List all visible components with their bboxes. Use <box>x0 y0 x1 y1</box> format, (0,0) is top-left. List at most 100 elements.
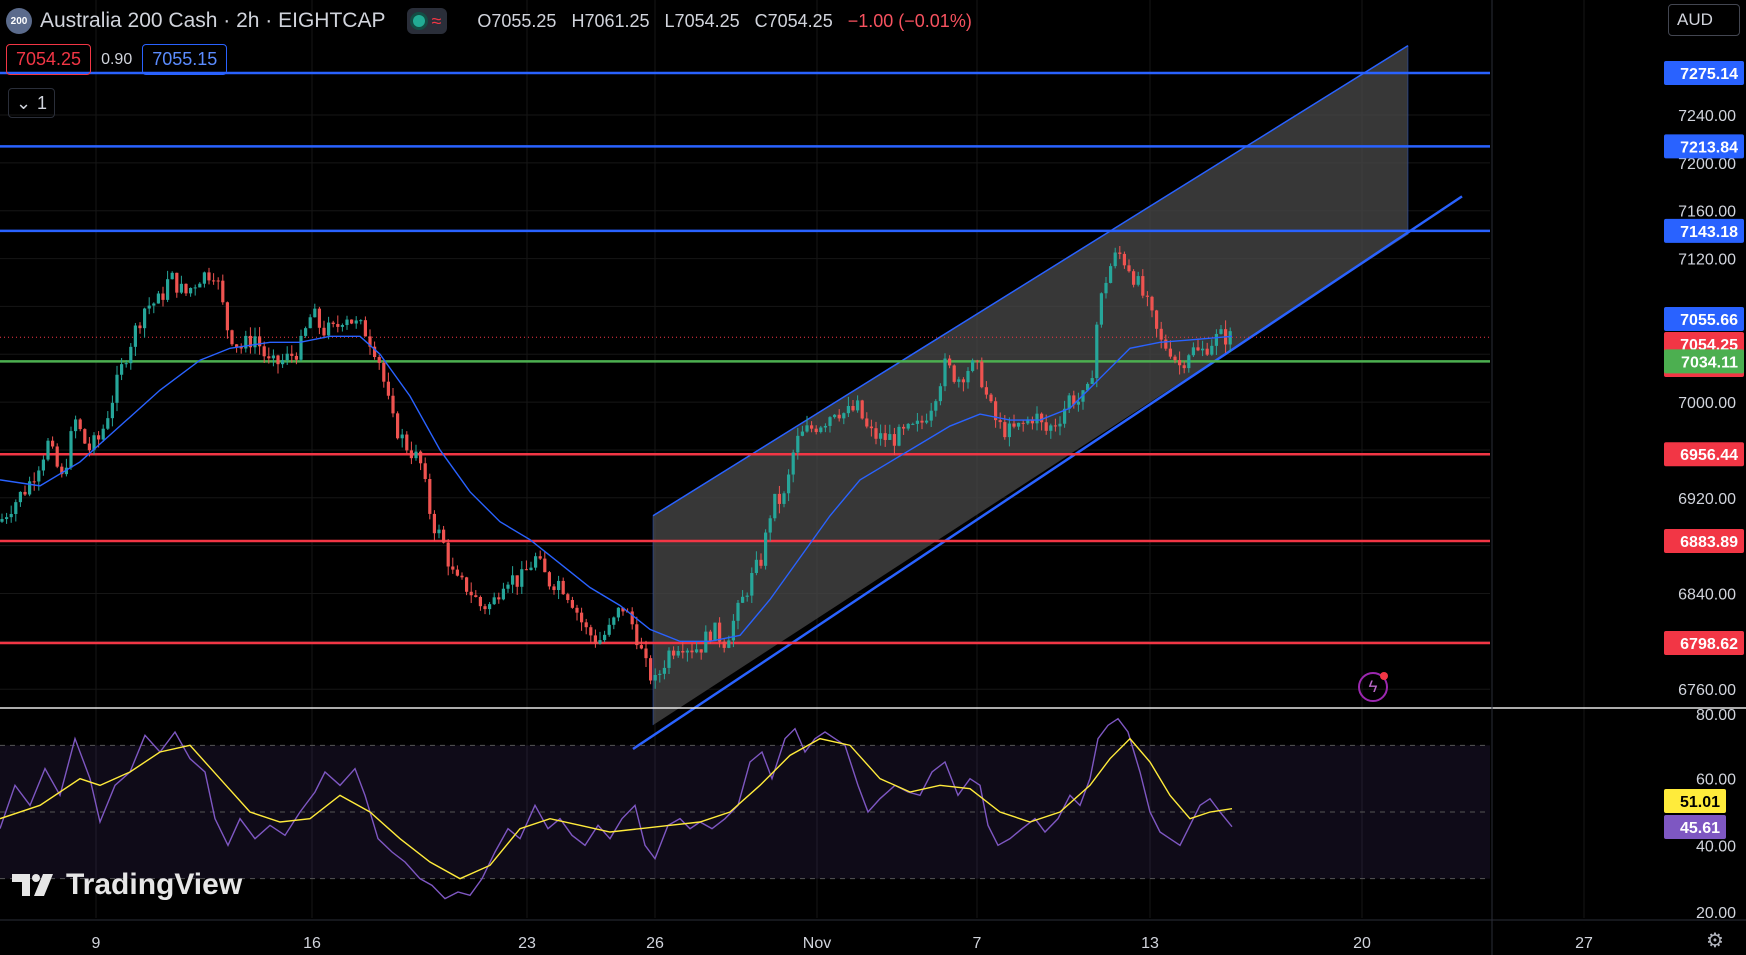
candle <box>143 307 147 338</box>
candle-body <box>248 335 252 348</box>
candle <box>1007 417 1011 447</box>
candle-body <box>888 434 892 440</box>
candle-body <box>133 325 137 347</box>
indicator-collapse-button[interactable]: ⌄ 1 <box>8 88 55 118</box>
candle <box>570 596 574 609</box>
candle <box>681 641 685 659</box>
candle-body <box>1003 422 1007 438</box>
candle <box>276 354 280 374</box>
candle-body <box>1104 282 1108 294</box>
candle <box>938 383 942 406</box>
price-tag: 6883.89 <box>1664 529 1744 554</box>
candle-body <box>235 344 239 347</box>
candle <box>902 424 906 435</box>
settings-gear-icon[interactable]: ⚙ <box>1706 930 1724 952</box>
candle <box>612 616 616 630</box>
candle-body <box>524 569 528 571</box>
candle-body <box>166 279 170 300</box>
price-tag-label: 7275.14 <box>1680 66 1738 83</box>
candle-body <box>5 517 9 520</box>
candle-body <box>644 648 648 659</box>
candle-body <box>593 635 597 644</box>
candle <box>920 415 924 430</box>
candle <box>313 303 317 318</box>
candle-body <box>598 640 602 644</box>
candle <box>759 553 763 569</box>
candle-body <box>414 451 418 459</box>
candle <box>336 315 340 333</box>
candle-body <box>64 467 68 475</box>
candle-body <box>658 673 662 675</box>
candle-body <box>612 617 616 625</box>
candle-body <box>819 427 823 433</box>
candle-body <box>230 330 234 345</box>
candle <box>133 322 137 356</box>
candle <box>667 647 671 674</box>
candle <box>593 629 597 648</box>
candle <box>465 576 469 596</box>
candle <box>713 622 717 642</box>
candle-body <box>1219 329 1223 334</box>
candle-body <box>405 434 409 451</box>
candle-body <box>1021 422 1025 424</box>
candle-body <box>538 556 542 559</box>
sell-button[interactable]: 7054.25 <box>6 44 92 75</box>
candle <box>248 327 252 354</box>
buy-button[interactable]: 7055.15 <box>142 44 228 75</box>
candle <box>106 411 110 430</box>
candle <box>198 282 202 288</box>
candle <box>1104 277 1108 299</box>
candle <box>166 270 170 303</box>
tradingview-logo[interactable]: TradingView <box>12 868 242 902</box>
candle-body <box>216 280 220 282</box>
candle-body <box>856 400 860 411</box>
close-value: C7054.25 <box>754 10 833 31</box>
candle <box>883 424 887 447</box>
candle <box>695 641 699 654</box>
tv-mark-icon <box>12 874 53 896</box>
candle-body <box>860 400 864 419</box>
candle-body <box>483 606 487 610</box>
candle-body <box>492 597 496 605</box>
candle-body <box>621 607 625 612</box>
candle-body <box>639 645 643 649</box>
candle-body <box>432 513 436 534</box>
lightning-icon[interactable]: ϟ <box>1358 672 1388 702</box>
market-status-pill[interactable]: ≈ <box>407 8 448 34</box>
candle-body <box>842 413 846 419</box>
candle <box>1072 390 1076 409</box>
candle <box>1150 295 1154 318</box>
spread-value: 0.90 <box>101 50 133 68</box>
candle-body <box>971 360 975 371</box>
candle-body <box>253 336 257 348</box>
candle-body <box>488 604 492 610</box>
candle-body <box>212 280 216 282</box>
candle-body <box>138 325 142 329</box>
candle <box>653 668 657 689</box>
candle <box>984 381 988 399</box>
candle-body <box>465 577 469 592</box>
candle <box>152 302 156 314</box>
candle-body <box>478 596 482 607</box>
candle <box>538 550 542 560</box>
currency-selector[interactable]: AUD <box>1668 4 1740 36</box>
price-tag-label: 6883.89 <box>1680 534 1738 551</box>
candle <box>856 395 860 413</box>
candle-body <box>851 405 855 411</box>
candle <box>409 441 413 465</box>
symbol-title[interactable]: Australia 200 Cash · 2h · EIGHTCAP <box>40 9 386 32</box>
candle <box>860 399 864 420</box>
candle <box>69 426 73 470</box>
candle <box>1173 354 1177 364</box>
candle <box>455 565 459 577</box>
candle-body <box>570 600 574 608</box>
candle <box>359 319 363 325</box>
candle-body <box>60 466 64 475</box>
candle <box>1219 325 1223 335</box>
candle <box>1187 353 1191 373</box>
rsi-value-tag: 51.01 <box>1664 789 1726 813</box>
candle-body <box>1164 339 1168 349</box>
candle <box>189 287 193 297</box>
symbol-logo-icon[interactable]: 200 <box>6 8 32 34</box>
